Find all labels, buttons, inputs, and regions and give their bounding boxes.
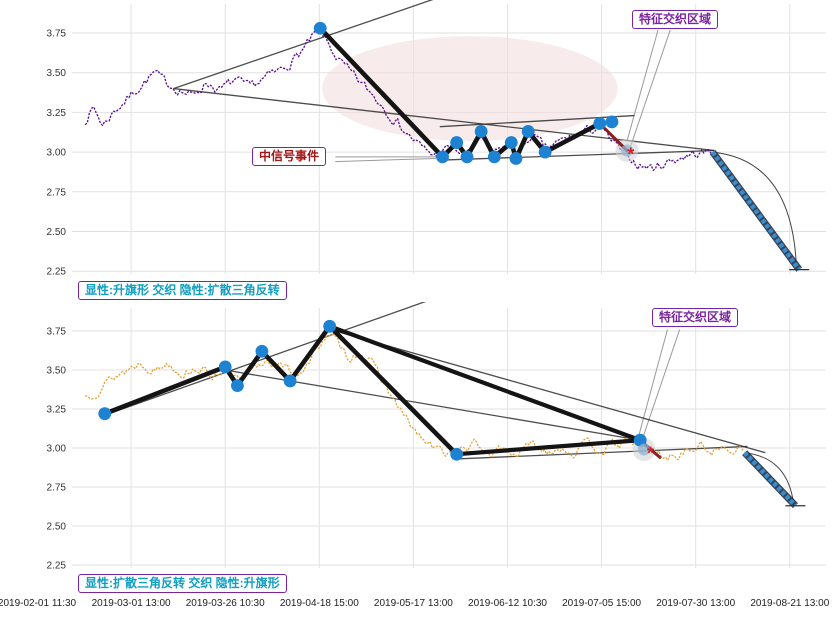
pivot-dot bbox=[255, 344, 269, 358]
pivot-dot bbox=[538, 145, 552, 159]
zigzag-extra-line bbox=[454, 438, 643, 457]
y-tick-label: 2.50 bbox=[47, 522, 67, 533]
y-tick-label: 2.25 bbox=[47, 267, 67, 278]
pivot-dot bbox=[283, 374, 297, 388]
trendline bbox=[439, 114, 635, 128]
pivot-dot bbox=[436, 150, 449, 164]
x-tick-label: 2019-03-01 13:00 bbox=[91, 598, 171, 609]
annotation-region-bottom: 特征交织区域 bbox=[652, 308, 739, 327]
price-line bbox=[84, 26, 714, 171]
y-tick-label: 3.75 bbox=[47, 29, 67, 40]
pivot-dot bbox=[504, 136, 518, 149]
pivot-dot bbox=[593, 117, 607, 130]
annotation-pointer-line bbox=[638, 329, 668, 435]
projection-curve bbox=[744, 452, 795, 505]
annotation-region-top: 特征交织区域 bbox=[632, 10, 719, 29]
pivot-dot bbox=[474, 125, 488, 138]
y-tick-label: 3.00 bbox=[47, 444, 67, 455]
x-tick-label: 2019-05-17 13:00 bbox=[373, 598, 453, 609]
projection-line bbox=[742, 451, 798, 508]
faded-pivot-dot bbox=[637, 443, 650, 456]
bottom-chart: * 3.75 3.50 3.25 3.00 2.75 2.50 2.25 bbox=[47, 302, 826, 572]
pivot-dot bbox=[450, 447, 464, 461]
y-tick-label: 2.50 bbox=[47, 227, 67, 238]
y-tick-label: 2.25 bbox=[47, 561, 67, 572]
projection-line bbox=[710, 150, 802, 271]
y-tick-label: 2.75 bbox=[47, 483, 67, 494]
highlight-ellipse bbox=[322, 36, 618, 141]
annotation-pointer-line bbox=[335, 157, 436, 163]
pivot-dot bbox=[231, 379, 244, 392]
trendline bbox=[456, 445, 748, 460]
pivot-dot bbox=[633, 433, 647, 447]
pivot-dot bbox=[98, 407, 112, 421]
pivot-dot bbox=[521, 125, 535, 138]
price-line bbox=[84, 333, 745, 461]
y-tick-label: 3.50 bbox=[47, 68, 67, 79]
pivot-dot bbox=[450, 136, 464, 149]
y-tick-label: 3.25 bbox=[47, 108, 67, 119]
trendline bbox=[442, 149, 715, 161]
pivot-dot bbox=[605, 115, 619, 129]
pattern-caption-top: 显性:升旗形 交织 隐性:扩散三角反转 bbox=[78, 281, 287, 300]
pivot-dot bbox=[218, 360, 232, 374]
pivot-dot bbox=[509, 152, 523, 165]
pattern-caption-bottom: 显性:扩散三角反转 交织 隐性:升旗形 bbox=[78, 574, 287, 593]
annotation-pointer-line bbox=[626, 29, 659, 142]
x-tick-label: 2019-04-18 15:00 bbox=[279, 598, 359, 609]
annotation-signal-event: 中信号事件 bbox=[252, 147, 327, 166]
y-tick-label: 2.75 bbox=[47, 187, 67, 198]
annotation-pointer-line bbox=[630, 29, 671, 146]
x-tick-label: 2019-03-26 10:30 bbox=[185, 598, 265, 609]
x-tick-label: 2019-06-12 10:30 bbox=[468, 598, 547, 609]
pivot-dot bbox=[323, 319, 337, 333]
pivot-dot bbox=[313, 21, 327, 35]
pivot-dot bbox=[487, 150, 501, 164]
trendline bbox=[329, 328, 766, 454]
y-tick-label: 3.50 bbox=[47, 366, 67, 377]
y-tick-label: 3.75 bbox=[47, 327, 67, 338]
y-tick-label: 3.00 bbox=[47, 148, 67, 159]
zigzag-pattern bbox=[102, 324, 459, 457]
faded-pivot-dot bbox=[621, 144, 634, 157]
pivot-dot bbox=[460, 150, 474, 164]
x-tick-label: 2019-02-01 11:30 bbox=[0, 598, 77, 609]
star-marker: * bbox=[627, 145, 634, 165]
star-marker: * bbox=[647, 444, 654, 464]
x-tick-label: 2019-07-05 15:00 bbox=[562, 598, 642, 609]
zigzag-extra-line bbox=[327, 324, 643, 443]
annotation-pointer-line bbox=[642, 329, 681, 438]
top-chart: * 3.75 3.50 3.25 3.00 2.75 2.50 2.25 bbox=[47, 0, 826, 278]
x-tick-label: 2019-07-30 13:00 bbox=[656, 598, 736, 609]
y-tick-label: 3.25 bbox=[47, 405, 67, 416]
x-tick-label: 2019-08-21 13:00 bbox=[750, 598, 830, 609]
projection-curve bbox=[712, 151, 797, 267]
